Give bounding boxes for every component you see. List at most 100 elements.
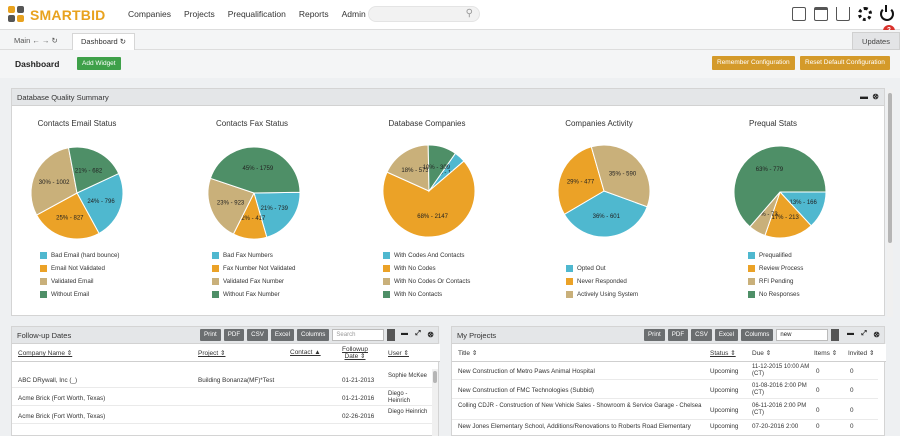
columns-button[interactable]: Columns	[740, 329, 774, 341]
col-due[interactable]: Due ⇕	[752, 350, 772, 357]
page-title: Dashboard	[15, 59, 60, 69]
legend-label: Validated Fax Number	[223, 278, 285, 285]
followup-scrollbar-thumb[interactable]	[433, 371, 437, 383]
legend-item[interactable]: Validated Fax Number	[212, 275, 295, 288]
table-row[interactable]: New Construction of FMC Technologies (Su…	[452, 381, 878, 399]
pie-slice[interactable]	[386, 144, 430, 192]
excel-button[interactable]: Excel	[714, 329, 738, 341]
legend-swatch	[383, 265, 390, 272]
table-row[interactable]: Acme Brick (Fort Worth, Texas) 02-26-201…	[12, 408, 432, 424]
menu-prequalification[interactable]: Prequalification	[227, 9, 286, 19]
table-row[interactable]: Colling CDJR - Construction of New Vehic…	[452, 400, 878, 420]
page-scrollbar-thumb[interactable]	[888, 93, 892, 243]
pie-slice[interactable]	[382, 160, 476, 238]
pie-slice[interactable]	[30, 147, 78, 216]
pdf-button[interactable]: PDF	[667, 329, 689, 341]
print-button[interactable]: Print	[644, 329, 665, 341]
legend-item[interactable]: No Responses	[748, 288, 803, 301]
legend-item[interactable]: Without Fax Number	[212, 288, 295, 301]
pie-slice[interactable]	[557, 146, 605, 215]
followup-search-input[interactable]: Search	[332, 329, 385, 341]
close-icon[interactable]: ⊗	[427, 330, 434, 339]
expand-icon[interactable]: ⤢	[861, 330, 867, 337]
pie-slice[interactable]	[590, 144, 651, 208]
close-icon[interactable]: ⊗	[873, 330, 880, 339]
tab-updates[interactable]: Updates	[852, 32, 900, 50]
followup-search-button[interactable]	[387, 329, 396, 341]
legend-item[interactable]: Bad Email (hard bounce)	[40, 249, 119, 262]
minimize-icon[interactable]: ▬	[847, 330, 854, 337]
global-search-input[interactable]: ⚲	[368, 6, 480, 22]
pie-slice[interactable]	[209, 146, 301, 194]
col-status[interactable]: Status ⇕	[710, 350, 736, 357]
remember-configuration-button[interactable]: Remember Configuration	[712, 56, 795, 70]
table-row[interactable]: New Jones Elementary School, Additions/R…	[452, 421, 878, 436]
calendar-icon[interactable]	[814, 7, 828, 21]
legend-item[interactable]: Never Responded	[566, 275, 638, 288]
minimize-icon[interactable]: ▬	[860, 92, 868, 101]
myprojects-search-input[interactable]: new	[776, 329, 829, 341]
gear-icon[interactable]	[858, 7, 872, 21]
col-invited[interactable]: Invited ⇕	[848, 350, 875, 357]
legend-item[interactable]: With Codes And Contacts	[383, 249, 470, 262]
csv-button[interactable]: CSV	[691, 329, 712, 341]
menu-reports[interactable]: Reports	[298, 9, 329, 19]
pie-slice[interactable]	[733, 145, 827, 228]
pie-slice-label: 25% - 827	[56, 215, 84, 221]
search-icon[interactable]: ⚲	[465, 8, 473, 19]
legend-item[interactable]: With No Codes	[383, 262, 470, 275]
col-company-name[interactable]: Company Name ⇕	[18, 350, 73, 357]
legend-item[interactable]: Validated Email	[40, 275, 119, 288]
legend-item[interactable]: Without Email	[40, 288, 119, 301]
col-user[interactable]: User ⇕	[388, 350, 409, 357]
close-icon[interactable]: ⊗	[872, 92, 879, 101]
pie-slice[interactable]	[35, 192, 100, 240]
legend-item[interactable]: With No Contacts	[383, 288, 470, 301]
col-contact[interactable]: Contact ▲	[290, 349, 321, 356]
table-row[interactable]: ABC DRywall, Inc (_) Building Bonanza(MF…	[12, 372, 432, 388]
page-scrollbar[interactable]	[887, 89, 893, 317]
myprojects-search-button[interactable]	[831, 329, 840, 341]
smartbid-logo[interactable]: SMARTBID	[8, 6, 105, 24]
legend-item[interactable]: RFI Pending	[748, 275, 803, 288]
add-widget-button[interactable]: Add Widget	[77, 57, 121, 70]
pdf-button[interactable]: PDF	[223, 329, 245, 341]
legend-item[interactable]: Review Process	[748, 262, 803, 275]
menu-companies[interactable]: Companies	[128, 9, 171, 19]
legend-item[interactable]: Prequalified	[748, 249, 803, 262]
legend-item[interactable]: Opted Out	[566, 262, 638, 275]
expand-icon[interactable]: ⤢	[415, 330, 421, 337]
legend-item[interactable]: Fax Number Not Validated	[212, 262, 295, 275]
pie-slice[interactable]	[427, 144, 457, 193]
table-row[interactable]: New Construction of Metro Paws Animal Ho…	[452, 362, 878, 380]
main-menu: Companies Projects Prequalification Repo…	[128, 9, 366, 19]
excel-button[interactable]: Excel	[270, 329, 294, 341]
minimize-icon[interactable]: ▬	[401, 330, 408, 337]
logo-mark-icon	[8, 6, 26, 24]
col-items[interactable]: Items ⇕	[814, 350, 838, 357]
legend-item[interactable]: With No Codes Or Contacts	[383, 275, 470, 288]
col-title[interactable]: Title ⇕	[458, 350, 478, 357]
pie-slice[interactable]	[207, 177, 255, 235]
col-followup-date[interactable]: Followup Date ⇕	[341, 346, 368, 360]
power-icon[interactable]	[880, 5, 894, 21]
col-project[interactable]: Project ⇕	[198, 350, 226, 357]
breadcrumb[interactable]: Main ← → ↻	[14, 36, 58, 45]
columns-button[interactable]: Columns	[296, 329, 330, 341]
download-icon[interactable]	[836, 7, 850, 21]
pie-slice[interactable]	[76, 172, 124, 235]
legend-item[interactable]: Actively Using System	[566, 288, 638, 301]
print-button[interactable]: Print	[200, 329, 221, 341]
legend-item[interactable]: Bad Fax Numbers	[212, 249, 295, 262]
followup-scrollbar[interactable]	[432, 369, 438, 436]
pie-slice[interactable]	[67, 146, 120, 194]
monitor-icon[interactable]	[792, 7, 806, 21]
menu-admin[interactable]: Admin	[341, 9, 366, 19]
menu-projects[interactable]: Projects	[184, 9, 215, 19]
table-row[interactable]: Acme Brick (Fort Worth, Texas) 01-21-201…	[12, 390, 432, 406]
reset-default-configuration-button[interactable]: Reset Default Configuration	[800, 56, 890, 70]
tab-dashboard[interactable]: Dashboard ↻	[72, 33, 136, 50]
legend-item[interactable]: Email Not Validated	[40, 262, 119, 275]
csv-button[interactable]: CSV	[247, 329, 268, 341]
pie-slice[interactable]	[253, 191, 301, 238]
